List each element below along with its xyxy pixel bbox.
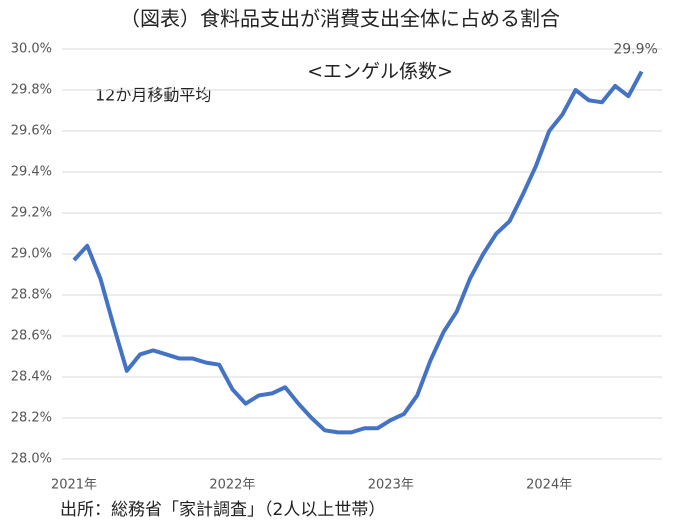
y-tick-label: 29.2% xyxy=(11,206,52,221)
y-tick-label: 29.0% xyxy=(11,247,52,262)
y-tick-label: 28.2% xyxy=(11,411,52,426)
y-tick-label: 29.6% xyxy=(11,124,52,139)
y-tick-label: 30.0% xyxy=(11,42,52,57)
y-tick-label: 28.6% xyxy=(11,329,52,344)
y-tick-label: 28.0% xyxy=(11,452,52,467)
value-label: 29.9% xyxy=(613,42,657,58)
line xyxy=(72,70,644,435)
chart-subtitle: <エンゲル係数> xyxy=(307,61,453,83)
x-tick-label: 2023年 xyxy=(368,478,414,493)
source: 出所：総務省「家計調査」（2人以上世帯） xyxy=(60,500,385,520)
y-tick-label: 28.8% xyxy=(11,288,52,303)
annotation: 12か月移動平均 xyxy=(95,86,211,105)
x-tick-label: 2024年 xyxy=(526,478,572,493)
x-tick-label: 2021年 xyxy=(51,478,97,493)
y-tick-label: 28.4% xyxy=(11,370,52,385)
x-tick-label: 2022年 xyxy=(209,478,255,493)
chart-title: （図表）食料品支出が消費支出全体に占める割合 xyxy=(120,7,560,31)
y-tick-label: 29.8% xyxy=(11,83,52,98)
y-tick-label: 29.4% xyxy=(11,165,52,180)
